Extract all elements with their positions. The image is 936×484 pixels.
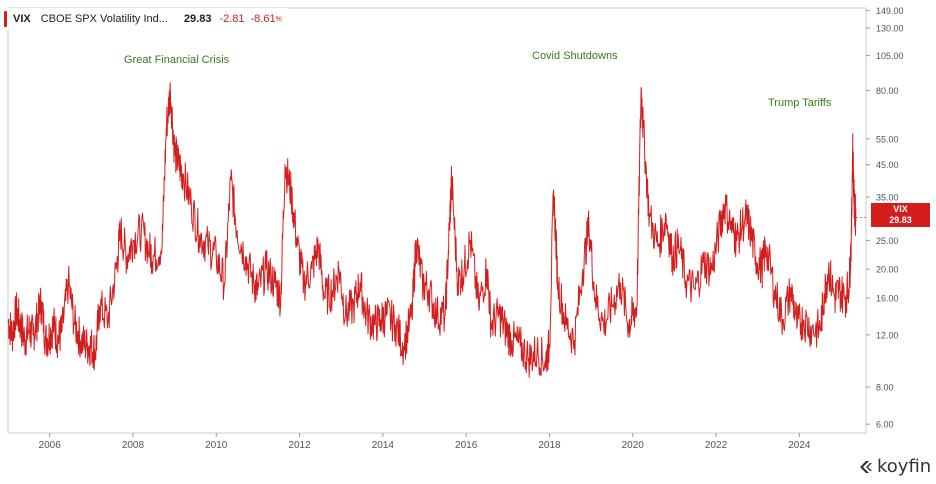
annotation-covid: Covid Shutdowns bbox=[532, 50, 618, 62]
price-tag-value: 29.83 bbox=[889, 215, 912, 225]
annotation-tariffs: Trump Tariffs bbox=[768, 97, 832, 109]
koyfin-logo-text: koyfin bbox=[877, 456, 932, 477]
y-tick-label: 12.00 bbox=[876, 330, 899, 340]
y-tick-label: 25.00 bbox=[876, 236, 899, 246]
legend-ticker: VIX bbox=[13, 13, 31, 25]
x-tick-label: 2024 bbox=[788, 440, 811, 451]
x-tick-label: 2006 bbox=[39, 440, 62, 451]
y-tick-label: 20.00 bbox=[876, 265, 899, 275]
y-tick-label: 80.00 bbox=[876, 86, 899, 96]
legend-series-name: CBOE SPX Volatility Ind... bbox=[40, 13, 168, 25]
legend-pct-sign: % bbox=[275, 15, 282, 23]
x-tick-label: 2020 bbox=[622, 440, 645, 451]
plot-frame bbox=[7, 7, 867, 434]
legend-color-swatch bbox=[4, 11, 7, 27]
annotation-gfc: Great Financial Crisis bbox=[124, 54, 230, 66]
y-tick-label: 105.00 bbox=[876, 51, 904, 61]
series-line-vix bbox=[7, 82, 857, 378]
y-tick-label: 8.00 bbox=[876, 383, 894, 393]
x-tick-label: 2016 bbox=[455, 440, 478, 451]
y-tick-label: 55.00 bbox=[876, 134, 899, 144]
koyfin-logo-icon bbox=[860, 460, 872, 473]
x-tick-label: 2022 bbox=[705, 440, 728, 451]
last-price-tag: VIX 29.83 bbox=[871, 203, 930, 227]
koyfin-logo[interactable]: koyfin bbox=[858, 456, 931, 477]
series-layer bbox=[7, 82, 866, 378]
x-tick-label: 2014 bbox=[372, 440, 395, 451]
y-tick-label: 130.00 bbox=[876, 24, 904, 34]
plot-border bbox=[7, 7, 867, 434]
x-axis: 2006 2008 2010 2012 2014 2016 2018 2020 2022 2024 bbox=[39, 433, 811, 451]
x-tick-label: 2008 bbox=[122, 440, 145, 451]
y-axis: 6.00 8.00 12.00 16.00 20.00 25.00 35.00 45.00 55… bbox=[866, 6, 904, 430]
y-tick-label: 16.00 bbox=[876, 293, 899, 303]
y-tick-label: 6.00 bbox=[876, 420, 894, 430]
y-tick-label: 45.00 bbox=[876, 160, 899, 170]
x-tick-label: 2018 bbox=[538, 440, 561, 451]
y-tick-label: 149.00 bbox=[876, 6, 904, 16]
y-tick-label: 35.00 bbox=[876, 193, 899, 203]
price-tag-ticker: VIX bbox=[893, 204, 908, 214]
legend-last-value: 29.83 bbox=[183, 13, 212, 25]
legend-change-pct: -8.61 bbox=[250, 13, 276, 25]
legend[interactable]: VIX CBOE SPX Volatility Ind... 29.83 -2.… bbox=[4, 8, 288, 30]
x-tick-label: 2010 bbox=[205, 440, 228, 451]
legend-change: -2.81 bbox=[219, 13, 245, 25]
x-tick-label: 2012 bbox=[288, 440, 311, 451]
